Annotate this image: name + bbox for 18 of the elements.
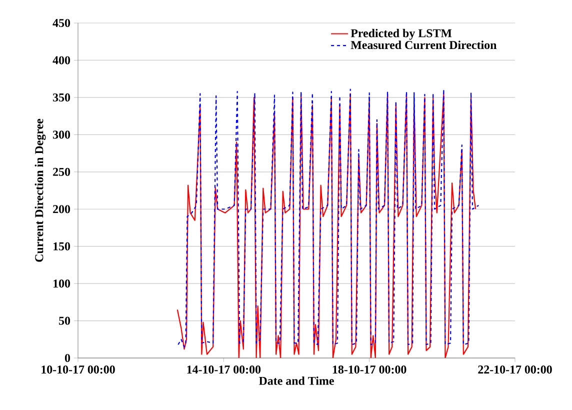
x-axis-title: Date and Time	[258, 376, 334, 385]
y-tick-label: 450	[52, 18, 70, 28]
legend-label: Measured Current Direction	[350, 40, 497, 50]
y-tick-label: 200	[53, 205, 70, 214]
y-tick-label: 300	[53, 130, 70, 139]
y-tick-label: 100	[54, 280, 70, 288]
x-tick-label: 10-10-17 00:00	[42, 366, 115, 374]
y-tick-label: 250	[53, 168, 70, 176]
y-tick-label: 150	[54, 242, 70, 250]
x-tick-label: 22-10-17 00:00	[478, 366, 552, 374]
y-tick-label: 0	[64, 354, 70, 362]
y-tick-label: 400	[52, 56, 70, 64]
legend-label: Predicted by LSTM	[350, 28, 452, 40]
y-tick-label: 50	[59, 316, 70, 325]
x-tick-label: 14-10-17 00:00	[187, 366, 261, 374]
x-tick-label: 18-10-17 00:00	[332, 366, 406, 374]
y-tick-label: 350	[53, 93, 70, 102]
y-axis-title: Current Direction in Degree	[34, 118, 46, 262]
